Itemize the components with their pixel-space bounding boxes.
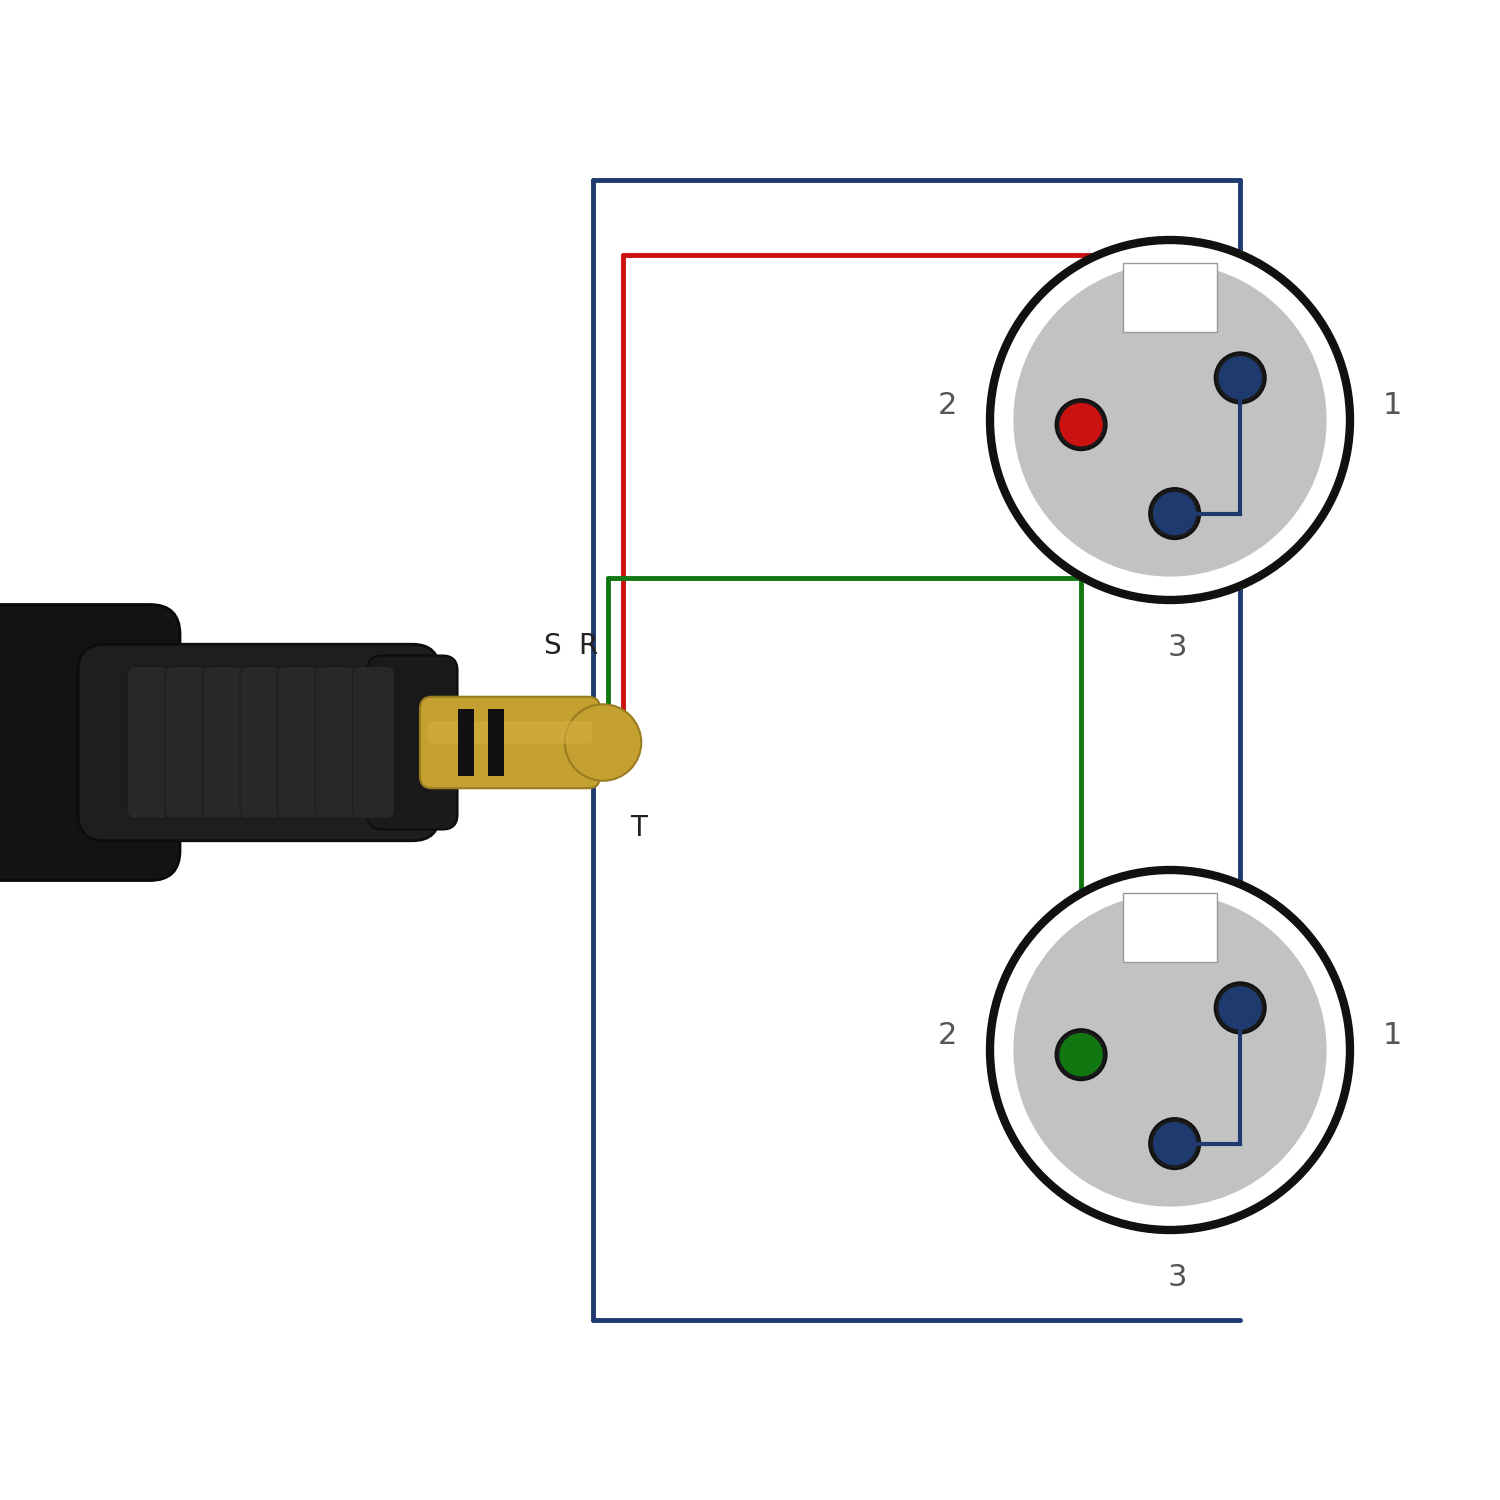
Circle shape (1230, 368, 1251, 388)
FancyBboxPatch shape (427, 722, 592, 744)
Circle shape (1154, 1122, 1196, 1164)
Circle shape (1060, 1034, 1102, 1076)
FancyBboxPatch shape (315, 666, 357, 819)
Text: 2: 2 (938, 390, 957, 420)
Circle shape (1164, 1132, 1185, 1155)
Circle shape (1164, 503, 1185, 525)
Text: 2: 2 (938, 1020, 957, 1050)
Text: 1: 1 (1383, 390, 1402, 420)
Circle shape (1230, 998, 1251, 1018)
Bar (1124, 264, 1216, 332)
FancyBboxPatch shape (278, 666, 320, 819)
Circle shape (1060, 404, 1102, 445)
FancyBboxPatch shape (352, 666, 395, 819)
FancyBboxPatch shape (202, 666, 244, 819)
Text: 3: 3 (1167, 633, 1188, 662)
Bar (488, 710, 504, 777)
Circle shape (1071, 1044, 1092, 1065)
Text: 3: 3 (1167, 1263, 1188, 1292)
Circle shape (990, 870, 1350, 1230)
Circle shape (1071, 414, 1092, 435)
Circle shape (990, 240, 1350, 600)
Circle shape (1014, 894, 1326, 1206)
Circle shape (1215, 352, 1266, 404)
Text: R: R (579, 632, 597, 660)
Text: S: S (543, 632, 561, 660)
FancyBboxPatch shape (420, 696, 600, 789)
Circle shape (1056, 1029, 1107, 1080)
Circle shape (564, 705, 642, 780)
Circle shape (1220, 357, 1262, 399)
Text: T: T (630, 815, 646, 843)
FancyBboxPatch shape (368, 656, 458, 830)
FancyBboxPatch shape (240, 666, 282, 819)
FancyBboxPatch shape (128, 666, 170, 819)
Circle shape (1014, 264, 1326, 576)
Circle shape (1215, 982, 1266, 1033)
Circle shape (1056, 399, 1107, 450)
FancyBboxPatch shape (0, 604, 180, 880)
Bar (1124, 894, 1216, 962)
Circle shape (1149, 1118, 1200, 1168)
Circle shape (1154, 492, 1196, 534)
Circle shape (1220, 987, 1262, 1029)
Text: 1: 1 (1383, 1020, 1402, 1050)
FancyBboxPatch shape (78, 645, 440, 840)
FancyBboxPatch shape (165, 666, 207, 819)
Bar (458, 710, 474, 777)
Circle shape (1149, 488, 1200, 538)
